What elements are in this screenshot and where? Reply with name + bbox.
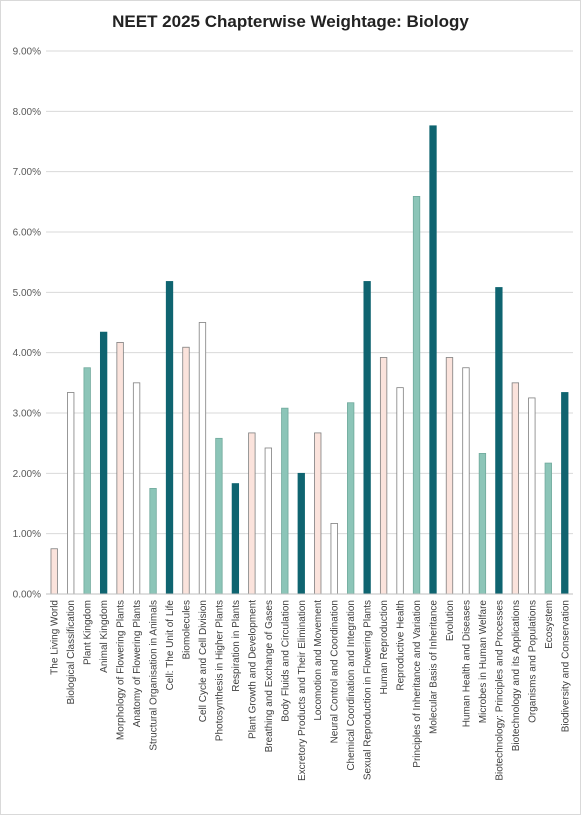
x-tick-label: Principles of Inheritance and Variation xyxy=(412,600,423,768)
x-tick-label: Locomotion and Movement xyxy=(313,600,324,721)
y-tick-label: 2.00% xyxy=(13,469,41,480)
bar xyxy=(264,447,272,595)
x-tick-label: Biodiversity and Conservation xyxy=(560,600,571,732)
bar xyxy=(544,462,552,595)
bar xyxy=(511,382,520,595)
x-tick-label: Neural Control and Coordination xyxy=(330,600,341,743)
y-tick-label: 1.00% xyxy=(13,529,41,540)
bar xyxy=(231,483,240,595)
gridlines xyxy=(46,50,573,595)
x-tick-label: Biotechnology and its Applications xyxy=(511,600,522,751)
x-tick-label: Biomolecules xyxy=(181,600,192,659)
x-tick-label: Respiration in Plants xyxy=(231,600,242,692)
x-tick-label: Body Fluids and Circulation xyxy=(280,600,291,722)
x-tick-label: Breathing and Exchange of Gases xyxy=(264,600,275,752)
bar xyxy=(561,392,569,595)
x-tick-label: Chemical Coordination and Integration xyxy=(346,600,357,771)
bar xyxy=(182,346,190,595)
bar xyxy=(116,342,124,595)
x-tick-label: Structural Organisation in Animals xyxy=(149,600,160,751)
bar xyxy=(198,322,207,595)
y-tick-label: 0.00% xyxy=(13,590,41,601)
x-tick-label: Plant Kingdom xyxy=(83,600,94,665)
bar xyxy=(347,402,355,595)
x-tick-label: Biological Classification xyxy=(66,600,77,705)
x-tick-label: Ecosystem xyxy=(544,600,555,649)
bar xyxy=(248,432,256,595)
x-tick-label: Sexual Reproduction in Flowering Plants xyxy=(363,600,374,780)
x-tick-label: The Living World xyxy=(50,600,61,675)
x-axis-labels: The Living World Biological Classificatio… xyxy=(50,600,572,781)
bar xyxy=(330,523,338,595)
bar xyxy=(99,331,108,595)
x-tick-label: Human Health and Diseases xyxy=(461,600,472,727)
chart-title: NEET 2025 Chapterwise Weightage: Biology xyxy=(112,12,469,31)
x-tick-label: Human Reproduction xyxy=(379,600,390,695)
y-tick-label: 3.00% xyxy=(13,409,41,420)
bar xyxy=(297,472,305,595)
bar xyxy=(67,392,75,595)
x-tick-label: Anatomy of Flowering Plants xyxy=(132,600,143,727)
bar xyxy=(478,453,487,595)
y-tick-label: 4.00% xyxy=(13,348,41,359)
bar xyxy=(412,195,421,595)
bar xyxy=(83,367,91,595)
bars xyxy=(50,125,569,595)
x-tick-label: Biotechnology: Principles and Processes xyxy=(494,600,505,781)
x-tick-label: Organisms and Populations xyxy=(527,600,538,723)
x-tick-label: Cell Cycle and Cell Division xyxy=(198,600,209,722)
x-tick-label: Morphology of Flowering Plants xyxy=(116,600,127,740)
x-tick-label: Reproductive Health xyxy=(396,600,407,691)
bar xyxy=(314,432,322,595)
bar xyxy=(396,387,404,595)
bar xyxy=(429,125,437,595)
x-tick-label: Microbes in Human Welfare xyxy=(478,600,489,724)
x-tick-label: Animal Kingdom xyxy=(99,600,110,673)
bar xyxy=(165,281,174,595)
x-tick-label: Evolution xyxy=(445,600,456,641)
y-axis-ticks: 0.00% 1.00% 2.00% 3.00% 4.00% 5.00% 6.00% 7.00%… xyxy=(13,47,41,601)
x-tick-label: Cell: The Unit of Life xyxy=(165,600,176,691)
bar xyxy=(132,382,141,595)
y-tick-label: 6.00% xyxy=(13,228,41,239)
x-tick-label: Molecular Basis of Inheritance xyxy=(429,600,440,734)
x-tick-label: Photosynthesis in Higher Plants xyxy=(214,600,225,741)
y-tick-label: 8.00% xyxy=(13,107,41,118)
bar xyxy=(379,357,388,595)
bar xyxy=(50,548,58,595)
bar xyxy=(215,437,223,595)
bar xyxy=(462,367,470,595)
y-tick-label: 7.00% xyxy=(13,167,41,178)
bar xyxy=(495,287,503,595)
bar xyxy=(363,281,371,595)
bar xyxy=(281,407,289,595)
x-tick-label: Excretory Products and Their Elimination xyxy=(297,600,308,781)
x-tick-label: Plant Growth and Development xyxy=(247,600,258,739)
bar xyxy=(445,357,454,595)
bar xyxy=(149,488,157,595)
y-tick-label: 9.00% xyxy=(13,47,41,58)
bar xyxy=(528,397,536,595)
y-tick-label: 5.00% xyxy=(13,288,41,299)
